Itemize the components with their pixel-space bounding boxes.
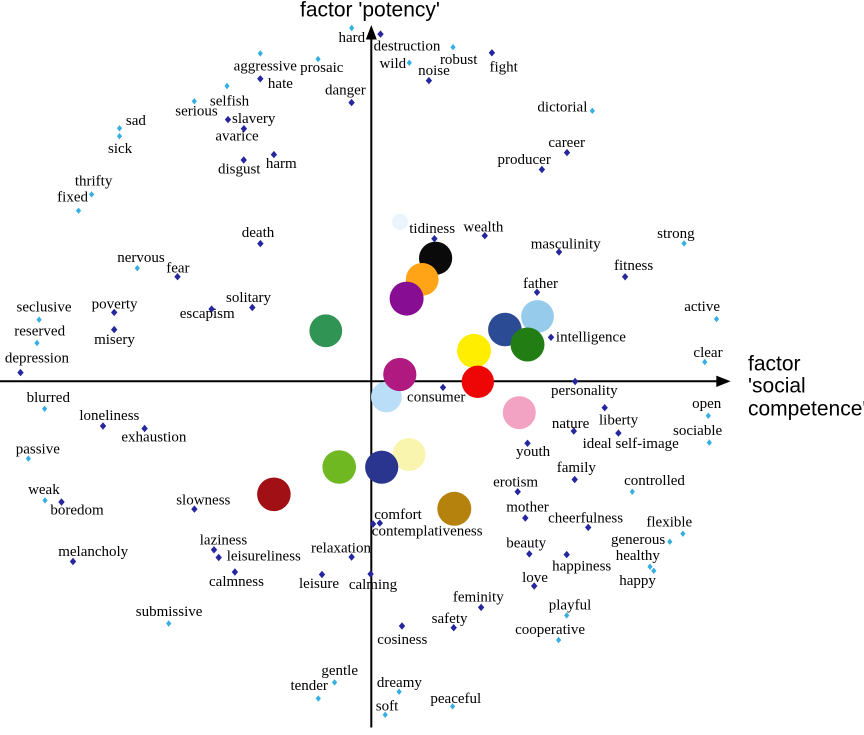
svg-text:mother: mother	[506, 500, 549, 516]
svg-text:'social: 'social	[748, 374, 806, 397]
svg-text:avarice: avarice	[215, 129, 259, 145]
svg-text:robust: robust	[440, 52, 478, 68]
svg-text:love: love	[522, 570, 548, 586]
svg-text:intelligence: intelligence	[556, 330, 626, 346]
svg-text:feminity: feminity	[453, 590, 504, 606]
svg-text:tidiness: tidiness	[409, 221, 455, 237]
svg-text:liberty: liberty	[599, 413, 639, 429]
svg-text:cooperative: cooperative	[515, 622, 585, 638]
svg-text:tender: tender	[290, 678, 327, 694]
svg-text:escapism: escapism	[180, 306, 235, 322]
svg-text:dictorial: dictorial	[537, 99, 587, 115]
svg-text:playful: playful	[549, 598, 592, 614]
svg-text:factor 'potency': factor 'potency'	[300, 0, 440, 21]
svg-text:masculinity: masculinity	[531, 237, 601, 253]
svg-text:submissive: submissive	[136, 604, 203, 620]
svg-text:exhaustion: exhaustion	[121, 430, 186, 446]
svg-text:competence': competence'	[748, 397, 864, 420]
svg-text:nature: nature	[552, 416, 590, 432]
svg-text:consumer: consumer	[407, 390, 465, 406]
svg-text:reserved: reserved	[14, 323, 65, 339]
svg-text:active: active	[684, 299, 720, 315]
svg-text:seclusive: seclusive	[17, 300, 72, 316]
svg-text:fitness: fitness	[614, 258, 653, 274]
svg-text:comfort: comfort	[374, 507, 422, 523]
svg-text:leisure: leisure	[299, 576, 339, 592]
svg-text:blurred: blurred	[27, 390, 71, 406]
svg-text:harm: harm	[266, 156, 297, 172]
svg-text:hard: hard	[338, 30, 365, 46]
svg-text:disgust: disgust	[218, 162, 261, 178]
svg-text:controlled: controlled	[624, 473, 685, 489]
svg-text:cheerfulness: cheerfulness	[548, 511, 623, 527]
svg-text:career: career	[548, 135, 585, 151]
svg-text:dreamy: dreamy	[377, 675, 422, 691]
svg-text:personality: personality	[551, 383, 618, 399]
svg-text:contemplativeness: contemplativeness	[372, 524, 483, 540]
svg-text:family: family	[557, 460, 597, 476]
svg-text:wealth: wealth	[463, 220, 503, 236]
svg-text:depression: depression	[5, 351, 70, 367]
svg-text:strong: strong	[657, 226, 695, 242]
svg-text:noise: noise	[418, 63, 450, 79]
svg-text:boredom: boredom	[50, 503, 104, 519]
svg-text:hate: hate	[268, 76, 293, 92]
svg-text:laziness: laziness	[200, 533, 248, 549]
svg-text:producer: producer	[498, 152, 551, 168]
svg-text:slavery: slavery	[232, 111, 276, 127]
svg-text:generous: generous	[611, 532, 665, 548]
svg-text:erotism: erotism	[493, 475, 538, 491]
svg-text:flexible: flexible	[646, 515, 692, 531]
svg-text:prosaic: prosaic	[300, 60, 344, 76]
svg-text:beauty: beauty	[506, 536, 546, 552]
svg-text:factor: factor	[748, 353, 801, 376]
svg-text:calmness: calmness	[209, 574, 264, 590]
svg-text:happiness: happiness	[552, 559, 611, 575]
svg-text:cosiness: cosiness	[377, 632, 427, 648]
svg-text:selfish: selfish	[210, 94, 250, 110]
svg-text:destruction: destruction	[374, 39, 441, 55]
svg-text:soft: soft	[376, 699, 399, 715]
svg-text:leisureliness: leisureliness	[227, 549, 301, 565]
svg-text:wild: wild	[379, 56, 406, 72]
svg-text:fear: fear	[166, 261, 189, 277]
svg-text:loneliness: loneliness	[79, 408, 139, 424]
svg-text:nervous: nervous	[117, 250, 165, 266]
svg-text:healthy: healthy	[616, 548, 661, 564]
svg-text:sick: sick	[108, 141, 133, 157]
svg-text:happy: happy	[619, 573, 656, 589]
svg-text:aggressive: aggressive	[234, 59, 298, 75]
svg-text:ideal self-image: ideal self-image	[583, 436, 680, 452]
svg-text:poverty: poverty	[92, 297, 138, 313]
svg-text:fixed: fixed	[57, 190, 88, 206]
svg-text:solitary: solitary	[226, 290, 271, 306]
svg-text:clear: clear	[693, 345, 722, 361]
svg-text:misery: misery	[94, 332, 135, 348]
svg-text:gentle: gentle	[321, 663, 358, 679]
svg-text:sad: sad	[126, 113, 146, 129]
svg-text:fight: fight	[490, 59, 519, 75]
svg-text:peaceful: peaceful	[430, 691, 481, 707]
svg-text:death: death	[242, 225, 275, 241]
svg-text:sociable: sociable	[673, 423, 722, 439]
svg-text:weak: weak	[28, 482, 60, 498]
svg-text:slowness: slowness	[176, 493, 230, 509]
svg-text:relaxation: relaxation	[311, 541, 371, 557]
svg-text:father: father	[523, 276, 558, 292]
svg-text:open: open	[692, 396, 722, 412]
svg-text:youth: youth	[516, 444, 551, 460]
svg-text:thrifty: thrifty	[75, 174, 113, 190]
svg-text:danger: danger	[325, 83, 366, 99]
svg-text:serious: serious	[175, 104, 218, 120]
svg-text:safety: safety	[432, 611, 468, 627]
svg-text:melancholy: melancholy	[58, 544, 128, 560]
svg-text:passive: passive	[16, 441, 61, 457]
svg-text:calming: calming	[349, 577, 398, 593]
